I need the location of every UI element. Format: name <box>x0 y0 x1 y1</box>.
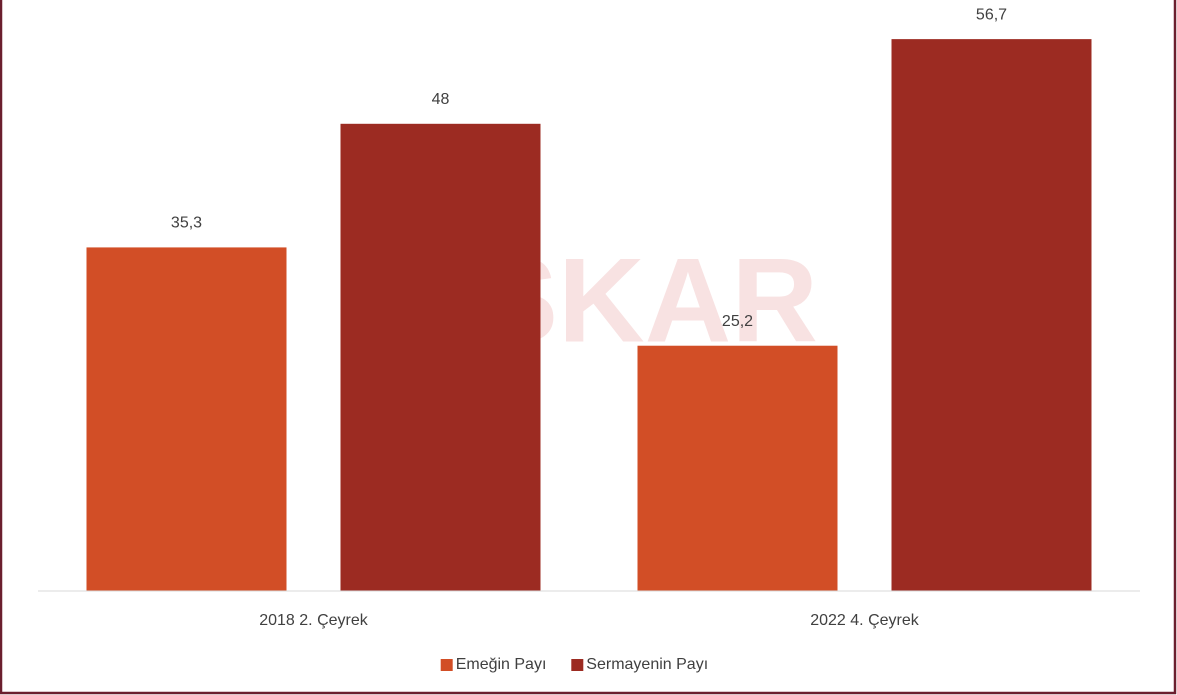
value-label: 25,2 <box>722 313 753 330</box>
legend-label: Sermayenin Payı <box>586 656 708 673</box>
bar <box>86 247 287 591</box>
bar <box>340 123 541 592</box>
legend-swatch <box>571 659 584 671</box>
x-tick-label: 2022 4. Çeyrek <box>810 612 920 629</box>
value-label: 56,7 <box>976 6 1007 23</box>
legend-label: Emeğin Payı <box>456 656 547 673</box>
bar <box>637 345 838 591</box>
value-label: 35,3 <box>171 215 202 232</box>
bar <box>891 39 1092 592</box>
x-tick-label: 2018 2. Çeyrek <box>259 612 369 629</box>
value-label: 48 <box>432 91 450 108</box>
legend-swatch <box>440 659 453 671</box>
